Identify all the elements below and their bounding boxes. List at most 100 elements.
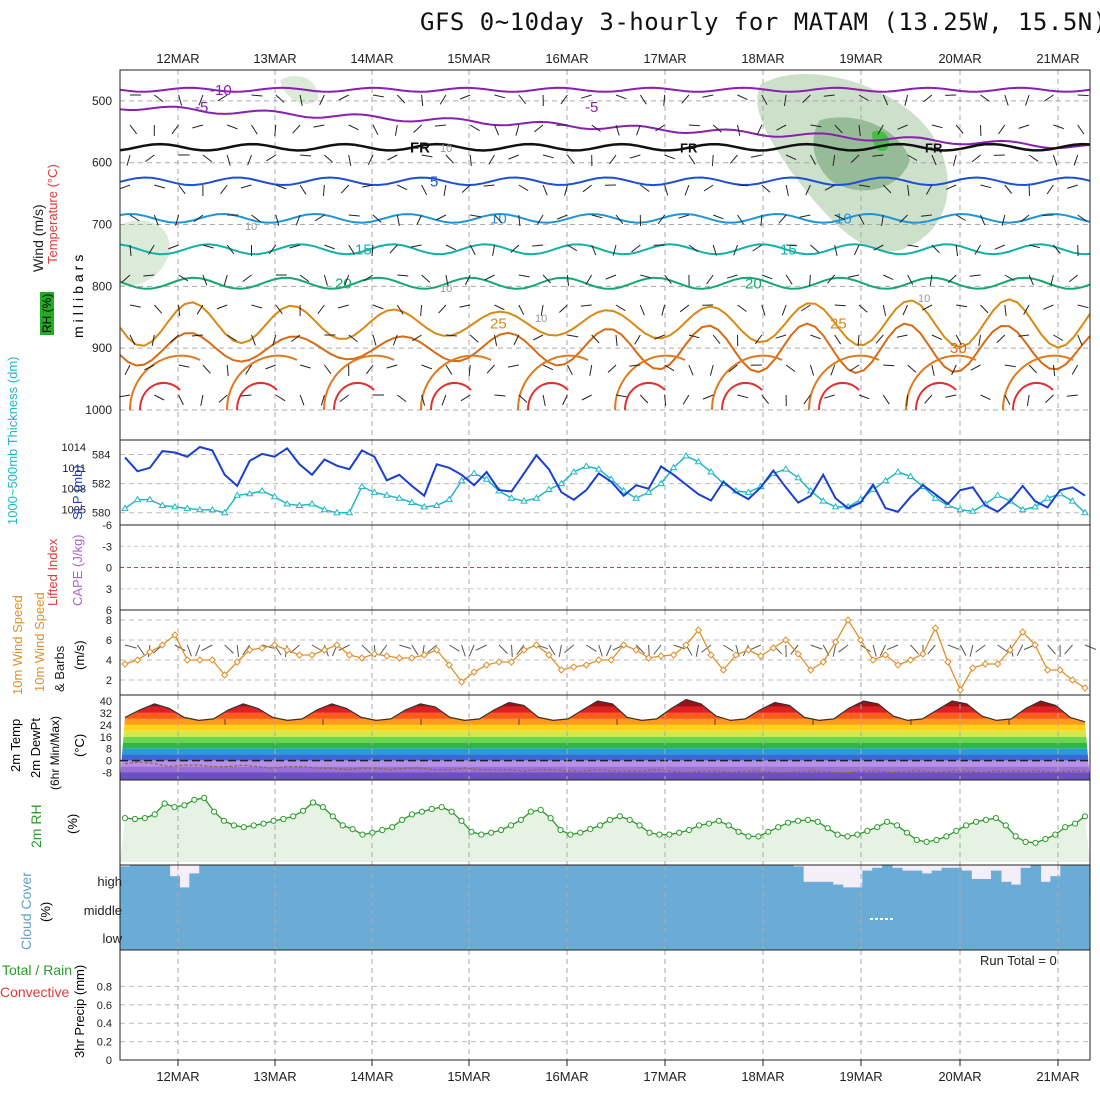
thickness-point <box>183 504 192 511</box>
isotherm-line <box>119 298 1091 349</box>
rh2m-point <box>992 815 1000 822</box>
rh2m-point <box>478 831 485 838</box>
wind-barb <box>761 304 766 316</box>
temperature-label: Temperature (°C) <box>45 164 60 264</box>
wind-barb <box>1045 394 1054 403</box>
wind10m-point <box>806 666 815 674</box>
cloud-high-bar <box>278 865 289 893</box>
cloud-high-bar <box>654 865 665 893</box>
wind10m-point <box>644 654 653 662</box>
wind-barb <box>824 394 835 399</box>
thickness-point <box>520 497 528 504</box>
wind10m-barb <box>975 644 986 653</box>
temp2m-label: 2m Temp <box>8 718 23 772</box>
slp-tick: 1008 <box>62 484 86 496</box>
wind-barb <box>761 274 773 280</box>
wind-barb <box>251 334 256 346</box>
wind-barb <box>564 184 568 196</box>
wind10m-barb <box>564 644 575 653</box>
wind-barb <box>783 94 787 106</box>
cloud-high-bar <box>812 881 824 893</box>
wind-barb <box>1044 94 1054 102</box>
rh2m-point <box>488 829 495 836</box>
wind-barb <box>737 184 749 187</box>
cloud-high-bar <box>456 865 467 893</box>
rh2m-point <box>646 829 653 836</box>
wind-barb <box>824 184 835 191</box>
temp-band <box>120 718 1090 725</box>
wind10m-point <box>582 661 591 669</box>
wind-barb <box>585 274 593 285</box>
wind10m-point <box>1068 676 1077 684</box>
wind-barb <box>421 154 433 158</box>
wind-barb <box>664 274 672 285</box>
wind-barb <box>612 244 617 256</box>
wind-barb <box>348 334 358 343</box>
wind10m-barb <box>195 644 201 657</box>
wind-barb <box>344 274 350 286</box>
wind-barb <box>542 154 554 159</box>
wind10m-barb <box>997 644 1008 653</box>
wind-barb <box>483 184 495 187</box>
rh2m-area <box>120 798 1090 862</box>
wind10m-tick: 6 <box>106 635 112 647</box>
wind10m-point <box>1031 641 1039 649</box>
thickness-tick: 580 <box>92 508 110 520</box>
thickness-tick: 584 <box>92 450 110 462</box>
thickness-point <box>345 508 354 516</box>
temp2m-tick: 32 <box>100 708 112 720</box>
cloud-high-bar <box>1050 876 1061 893</box>
rh2m-point <box>626 816 633 824</box>
wind-barb <box>154 394 165 401</box>
wind-barb <box>688 364 694 376</box>
thickness-point <box>569 468 578 475</box>
precip-tick: 0.6 <box>97 1000 112 1012</box>
rh2m-point <box>428 805 435 813</box>
wind-barb <box>559 304 568 313</box>
wind-barb <box>178 304 181 317</box>
rh2m-point <box>973 818 980 825</box>
rh2m-point <box>171 804 178 811</box>
wind-barb <box>994 244 1005 250</box>
rh2m-point <box>686 826 693 834</box>
cloud-high-bar <box>318 865 329 893</box>
thickness-point <box>420 502 429 510</box>
wind-barb <box>240 184 252 189</box>
cloud-high-bar <box>1060 865 1071 893</box>
wind-barb <box>171 124 180 135</box>
wind-barb <box>615 124 620 136</box>
thickness-point <box>320 505 329 513</box>
wind-barb <box>275 394 286 402</box>
wind-barb <box>420 304 423 317</box>
cloud-high-bar <box>1080 865 1091 893</box>
cloud-high-bar <box>674 865 685 893</box>
wind10m-point <box>470 668 478 676</box>
thickness-point <box>1031 502 1039 510</box>
wind10m-point <box>520 646 528 654</box>
cloud-high-bar <box>506 865 517 893</box>
rh2m-point <box>201 794 208 802</box>
isotherm-label: 5 <box>430 173 438 190</box>
wind10m-barb <box>635 644 645 654</box>
wind10m-tick: 2 <box>106 675 112 687</box>
wind-barb <box>129 304 141 308</box>
wind-barb <box>785 184 789 196</box>
stability-tick: -3 <box>102 541 112 553</box>
rh2m-point <box>547 815 554 822</box>
thickness-point <box>333 508 341 516</box>
wind-barb <box>591 214 603 219</box>
rh-contour-label: 10 <box>440 143 452 155</box>
rh2m-point <box>399 816 406 824</box>
wind-barb <box>703 184 714 192</box>
wind-barb <box>1077 214 1087 222</box>
cloud-high-bar <box>1070 865 1081 893</box>
cloud-high-bar <box>545 865 557 893</box>
wind10m-point <box>757 652 765 660</box>
cloud-high-bar <box>951 867 962 893</box>
rh2m-point <box>636 822 643 829</box>
wind-barb <box>441 394 447 406</box>
rh2m-point <box>438 804 445 811</box>
rh2m-point <box>834 831 841 838</box>
rh2m-point <box>211 808 218 815</box>
